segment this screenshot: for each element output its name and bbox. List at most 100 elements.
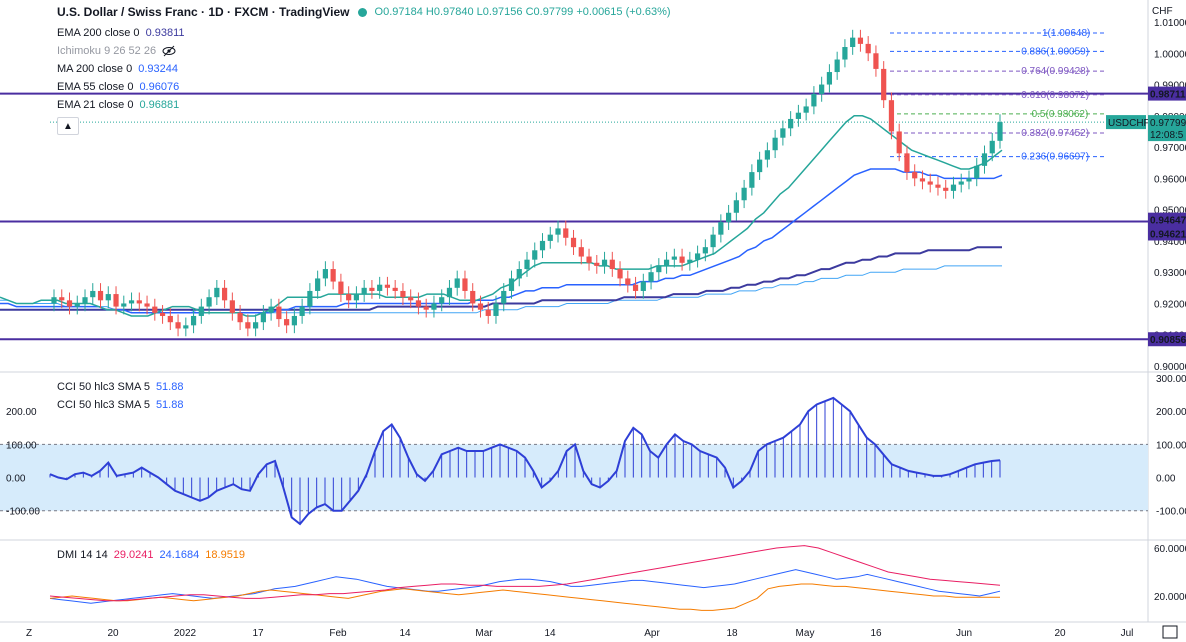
price-level-badge bbox=[1148, 226, 1186, 241]
candle-body bbox=[927, 181, 933, 185]
cci-left-label: 100.00 bbox=[6, 440, 37, 451]
indicator-value: 0.96881 bbox=[139, 99, 180, 111]
dmi-axis-label: 20.0000 bbox=[1154, 592, 1186, 603]
candle-body bbox=[850, 37, 856, 48]
candle-body bbox=[547, 234, 553, 241]
candle-body bbox=[229, 300, 235, 313]
candle-body bbox=[981, 153, 988, 166]
indicator-label: Ichimoku 9 26 52 26 bbox=[57, 45, 157, 57]
candle-body bbox=[237, 312, 243, 323]
price-level-badge-label: 0.94621 bbox=[1150, 229, 1186, 240]
candle-body bbox=[501, 290, 507, 304]
time-axis-label: 17 bbox=[252, 628, 264, 639]
candle-body bbox=[152, 306, 158, 313]
price-level-badge-label: 0.94647 bbox=[1150, 216, 1186, 227]
candle-body bbox=[578, 247, 584, 257]
adx-line bbox=[49, 545, 1001, 602]
candle-body bbox=[788, 118, 794, 129]
candle-body bbox=[431, 303, 437, 310]
eye-hidden-icon[interactable] bbox=[162, 45, 176, 57]
cci-left-label: 0.00 bbox=[6, 474, 26, 485]
candle-body bbox=[857, 37, 864, 44]
candle-body bbox=[384, 284, 391, 288]
chevron-up-icon: ▲ bbox=[63, 120, 73, 132]
candle-body bbox=[795, 112, 801, 119]
candle-body bbox=[299, 306, 305, 316]
candle-body bbox=[671, 256, 677, 260]
candle-body bbox=[128, 300, 135, 304]
dmi-label: DMI 14 14 bbox=[57, 549, 108, 561]
candle-body bbox=[462, 278, 468, 291]
candle-body bbox=[989, 140, 995, 154]
candle-body bbox=[74, 303, 80, 307]
price-level-badge-label: 0.90856 bbox=[1150, 335, 1186, 346]
cci-axis-label: -100.00 bbox=[1156, 507, 1186, 518]
symbol-tag-label: USDCHF bbox=[1108, 118, 1150, 129]
candle-body bbox=[749, 172, 755, 188]
candle-body bbox=[113, 294, 119, 307]
indicator-ichimoku[interactable]: Ichimoku 9 26 52 26 bbox=[57, 42, 185, 60]
dmi-value-3: 18.9519 bbox=[205, 549, 246, 561]
candle-body bbox=[966, 178, 972, 182]
candle-body bbox=[764, 150, 770, 160]
time-axis-label: 16 bbox=[870, 628, 882, 639]
time-axis-label: 20 bbox=[1054, 628, 1066, 639]
candle-body bbox=[159, 312, 166, 316]
indicator-ema21[interactable]: EMA 21 close 0 0.96881 bbox=[57, 96, 185, 114]
candle-body bbox=[865, 43, 871, 54]
dmi-legend: DMI 14 14 29.0241 24.1684 18.9519 bbox=[57, 546, 245, 564]
indicator-ema200[interactable]: EMA 200 close 0 0.93811 bbox=[57, 24, 185, 42]
candle-body bbox=[175, 322, 181, 329]
candle-body bbox=[361, 287, 367, 295]
candle-body bbox=[570, 237, 577, 248]
symbol-title[interactable]: U.S. Dollar / Swiss Franc · 1D · FXCM · … bbox=[57, 5, 350, 19]
candle-body bbox=[66, 300, 73, 307]
cci-legend: CCI 50 hlc3 SMA 5 51.88 CCI 50 hlc3 SMA … bbox=[57, 378, 183, 414]
candle-body bbox=[276, 306, 282, 320]
candle-body bbox=[679, 256, 685, 263]
candle-body bbox=[516, 269, 522, 279]
candle-body bbox=[881, 68, 887, 101]
candle-body bbox=[369, 287, 375, 291]
time-axis-label: 14 bbox=[399, 628, 411, 639]
fib-level-label: 0.5(0.98062) bbox=[1032, 109, 1089, 120]
candle-body bbox=[594, 262, 600, 266]
collapse-legend-button[interactable]: ▲ bbox=[57, 117, 79, 135]
time-axis-label: 20 bbox=[107, 628, 119, 639]
cci-axis-label: 200.00 bbox=[1156, 407, 1186, 418]
cci-pane bbox=[0, 396, 1148, 526]
cci-legend-row[interactable]: CCI 50 hlc3 SMA 5 51.88 bbox=[57, 378, 183, 396]
dmi-value-2: 24.1684 bbox=[159, 549, 200, 561]
indicator-ma200[interactable]: MA 200 close 0 0.93244 bbox=[57, 60, 185, 78]
candle-body bbox=[904, 153, 910, 173]
candle-body bbox=[338, 281, 344, 295]
candle-body bbox=[315, 278, 321, 291]
candle-body bbox=[687, 259, 693, 263]
cci-axis-label: 100.00 bbox=[1156, 440, 1186, 451]
cci-legend-row[interactable]: CCI 50 hlc3 SMA 5 51.88 bbox=[57, 396, 183, 414]
candle-body bbox=[710, 234, 716, 248]
candle-body bbox=[663, 259, 670, 266]
ema21-line bbox=[0, 115, 1003, 317]
indicator-label: MA 200 close 0 bbox=[57, 63, 133, 75]
candle-body bbox=[346, 294, 352, 301]
indicator-label: EMA 21 close 0 bbox=[57, 99, 134, 111]
candle-body bbox=[51, 297, 57, 304]
candle-body bbox=[733, 200, 739, 213]
dmi-legend-row[interactable]: DMI 14 14 29.0241 24.1684 18.9519 bbox=[57, 546, 245, 564]
candle-body bbox=[772, 137, 778, 151]
candle-body bbox=[974, 165, 980, 179]
price-axis[interactable]: CHF1.010001.000000.990000.980000.970000.… bbox=[6, 6, 1186, 603]
candle-body bbox=[59, 297, 65, 301]
candle-body bbox=[950, 184, 957, 191]
time-axis-label: Apr bbox=[644, 628, 660, 639]
cci-band bbox=[0, 444, 1148, 511]
indicator-ema55[interactable]: EMA 55 close 0 0.96076 bbox=[57, 78, 185, 96]
time-axis[interactable]: 20 2022 17 Feb 14 Mar 14 Apr 18 May 16 Jun 20 Jul Z bbox=[26, 625, 1178, 639]
horizontal-levels[interactable] bbox=[0, 92, 1148, 341]
